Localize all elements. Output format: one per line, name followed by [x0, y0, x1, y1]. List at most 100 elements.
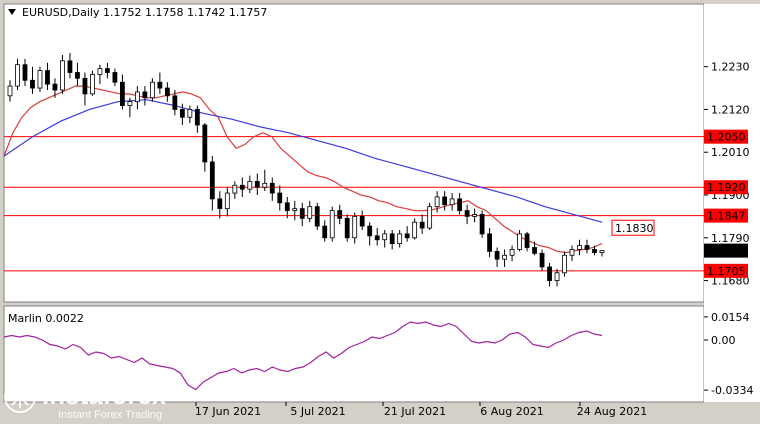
candle-body	[292, 208, 298, 211]
y-tick-label: 1.2010	[711, 146, 750, 159]
candle-body	[299, 208, 305, 219]
candle-body	[262, 182, 268, 188]
watermark-tagline: Instant Forex Trading	[58, 409, 162, 421]
candle-body	[487, 233, 492, 252]
current-price-label: 1.1757	[707, 245, 746, 258]
candle-body	[517, 233, 522, 250]
marlin-line	[3, 321, 603, 391]
candle-body	[187, 109, 193, 118]
main-layer: 1.22301.21201.20101.19001.17901.16801.20…	[3, 53, 750, 288]
candle-body	[30, 79, 35, 89]
candle-body	[134, 91, 140, 103]
candle-body	[577, 245, 582, 250]
candle-body	[224, 192, 230, 210]
candle-body	[232, 184, 238, 194]
x-tick-label: 6 Aug 2021	[480, 405, 543, 418]
candle-body	[367, 225, 373, 237]
ma-blue-label-box	[611, 219, 655, 236]
candle-body	[502, 254, 507, 260]
candle-body	[352, 215, 358, 239]
candle-body	[97, 68, 103, 75]
candle-body	[397, 233, 403, 245]
candle-body	[75, 72, 80, 79]
candle-body	[524, 233, 530, 248]
y-tick-label: 1.2120	[711, 103, 750, 116]
candle-body	[112, 72, 118, 83]
candle-body	[599, 250, 605, 253]
candle-body	[149, 81, 155, 99]
candle-body	[412, 221, 418, 239]
candle-body	[449, 198, 455, 206]
level-label-box	[704, 180, 748, 195]
candle-body	[37, 70, 43, 89]
candle-body	[67, 60, 73, 73]
candle-body	[120, 81, 125, 106]
candle-body	[554, 272, 560, 281]
candle-body	[479, 214, 485, 235]
candle-body	[277, 192, 283, 204]
candle-body	[239, 184, 245, 190]
instaforex-watermark: instaforex Instant Forex Trading	[4, 380, 167, 421]
title-triangle-icon	[8, 9, 16, 15]
candle-body	[329, 210, 335, 239]
candle-body	[202, 124, 208, 163]
candle-body	[532, 247, 537, 254]
x-tick-label: 24 Aug 2021	[577, 405, 647, 418]
candle-body	[337, 210, 343, 219]
level-label: 1.2050	[707, 131, 746, 144]
level-label-box	[704, 129, 748, 144]
candle-body	[194, 109, 200, 126]
candle-body	[172, 95, 178, 110]
y-tick-label: 1.1790	[711, 232, 750, 245]
candle-body	[52, 83, 58, 91]
candle-body	[389, 233, 395, 245]
candle-body	[427, 206, 433, 229]
level-label-box	[704, 263, 748, 278]
x-tick-label: 21 Jul 2021	[384, 405, 446, 418]
candle-body	[45, 70, 50, 85]
candle-body	[539, 252, 545, 268]
candle-body	[374, 235, 380, 241]
candle-body	[209, 161, 215, 200]
candle-body	[105, 68, 110, 73]
level-label: 1.1847	[707, 210, 746, 223]
candle-body	[142, 91, 148, 99]
x-tick-label: 5 Jul 2021	[290, 405, 345, 418]
candle-body	[60, 60, 65, 91]
candle-body	[127, 101, 133, 106]
candle-body	[82, 77, 88, 95]
main-panel	[3, 3, 705, 303]
candle-body	[322, 225, 328, 239]
candle-body	[419, 221, 425, 229]
candle-body	[457, 198, 463, 211]
ma-red-line	[3, 85, 603, 254]
current-price-box	[704, 243, 748, 258]
indicator-tick-label: 0.0154	[711, 311, 750, 324]
candle-body	[164, 87, 170, 97]
candle-body	[247, 180, 253, 190]
chart-title: EURUSD,Daily 1.1752 1.1758 1.1742 1.1757	[22, 6, 267, 19]
candle-body	[359, 215, 365, 227]
candle-body	[494, 250, 500, 260]
level-label-box	[704, 208, 748, 223]
candle-body	[547, 266, 552, 281]
candle-body	[592, 249, 597, 253]
instaforex-logo-icon	[4, 381, 36, 413]
candle-body	[584, 245, 590, 250]
candle-body	[217, 198, 223, 210]
x-tick-label: 17 Jun 2021	[195, 405, 261, 418]
candle-body	[179, 109, 185, 118]
candle-body	[472, 214, 478, 217]
candle-body	[344, 217, 350, 239]
candle-body	[442, 196, 448, 206]
candle-body	[314, 206, 320, 227]
y-tick-label: 1.2230	[711, 61, 750, 74]
watermark-brand: instaforex	[42, 380, 167, 410]
indicator-panel	[3, 305, 705, 403]
candle-body	[254, 180, 260, 188]
indicator-tick-label: -0.0334	[711, 384, 753, 397]
candle-body	[22, 64, 28, 81]
level-label: 1.1705	[707, 265, 746, 278]
candle-body	[15, 64, 20, 87]
